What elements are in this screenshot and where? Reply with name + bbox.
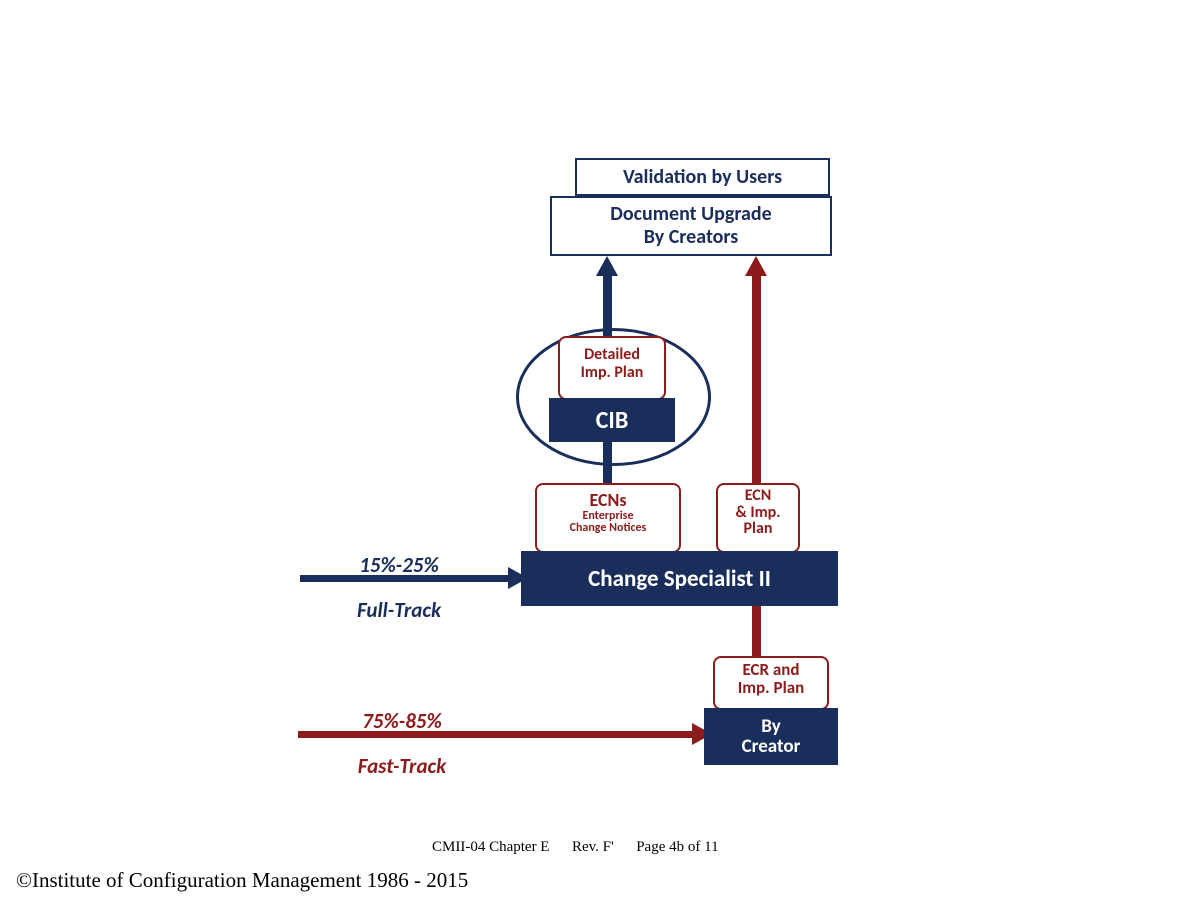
ecns-line3: Change Notices: [570, 522, 647, 535]
doc-upgrade-line1: Document Upgrade: [610, 203, 771, 226]
ecn-imp-card: ECN & Imp. Plan: [716, 483, 800, 553]
full-track-arrow-line: [300, 575, 510, 582]
full-track-label: 15%-25% Full-Track: [334, 552, 464, 625]
ecr-imp-card: ECR and Imp. Plan: [713, 656, 829, 710]
validation-text: Validation by Users: [623, 166, 782, 189]
by-creator-bar: By Creator: [704, 708, 838, 765]
cib-bar-text: CIB: [596, 406, 629, 435]
footer-copyright: ©Institute of Configuration Management 1…: [16, 868, 468, 893]
footer-page: Page 4b of 11: [636, 839, 718, 855]
bycreator-line2: Creator: [742, 737, 801, 757]
doc-upgrade-box: Document Upgrade By Creators: [550, 196, 832, 256]
right-up-arrow-head: [745, 256, 767, 276]
ecns-line1: ECNs: [589, 491, 626, 510]
cib-up-arrow-line: [603, 272, 612, 338]
change-specialist-bar: Change Specialist II: [521, 551, 838, 606]
footer-chapter-text: CMII-04 Chapter E: [432, 839, 549, 855]
cib-up-arrow-head: [596, 256, 618, 276]
ecnimp-line3: Plan: [744, 521, 773, 538]
cib-card-line1: Detailed: [584, 346, 640, 364]
full-track-text: Full-Track: [334, 597, 464, 624]
footer-copy-text: ©Institute of Configuration Management 1…: [16, 868, 468, 892]
ecns-card: ECNs Enterprise Change Notices: [535, 483, 681, 553]
fast-track-label: 75%-85% Fast-Track: [332, 708, 472, 781]
cib-bar: CIB: [549, 398, 675, 442]
validation-box: Validation by Users: [575, 158, 830, 196]
footer-chapter: CMII-04 Chapter E Rev. F' Page 4b of 11: [432, 839, 719, 856]
csii-text: Change Specialist II: [588, 565, 771, 593]
fast-track-arrow-line: [298, 731, 694, 738]
detailed-imp-plan-card: Detailed Imp. Plan: [558, 336, 666, 400]
cib-card-line2: Imp. Plan: [581, 364, 644, 382]
footer-rev: Rev. F': [572, 839, 614, 855]
doc-upgrade-line2: By Creators: [644, 226, 739, 249]
ecrimp-line2: Imp. Plan: [738, 679, 805, 697]
bycreator-line1: By: [761, 717, 780, 737]
fast-track-text: Fast-Track: [332, 753, 472, 780]
